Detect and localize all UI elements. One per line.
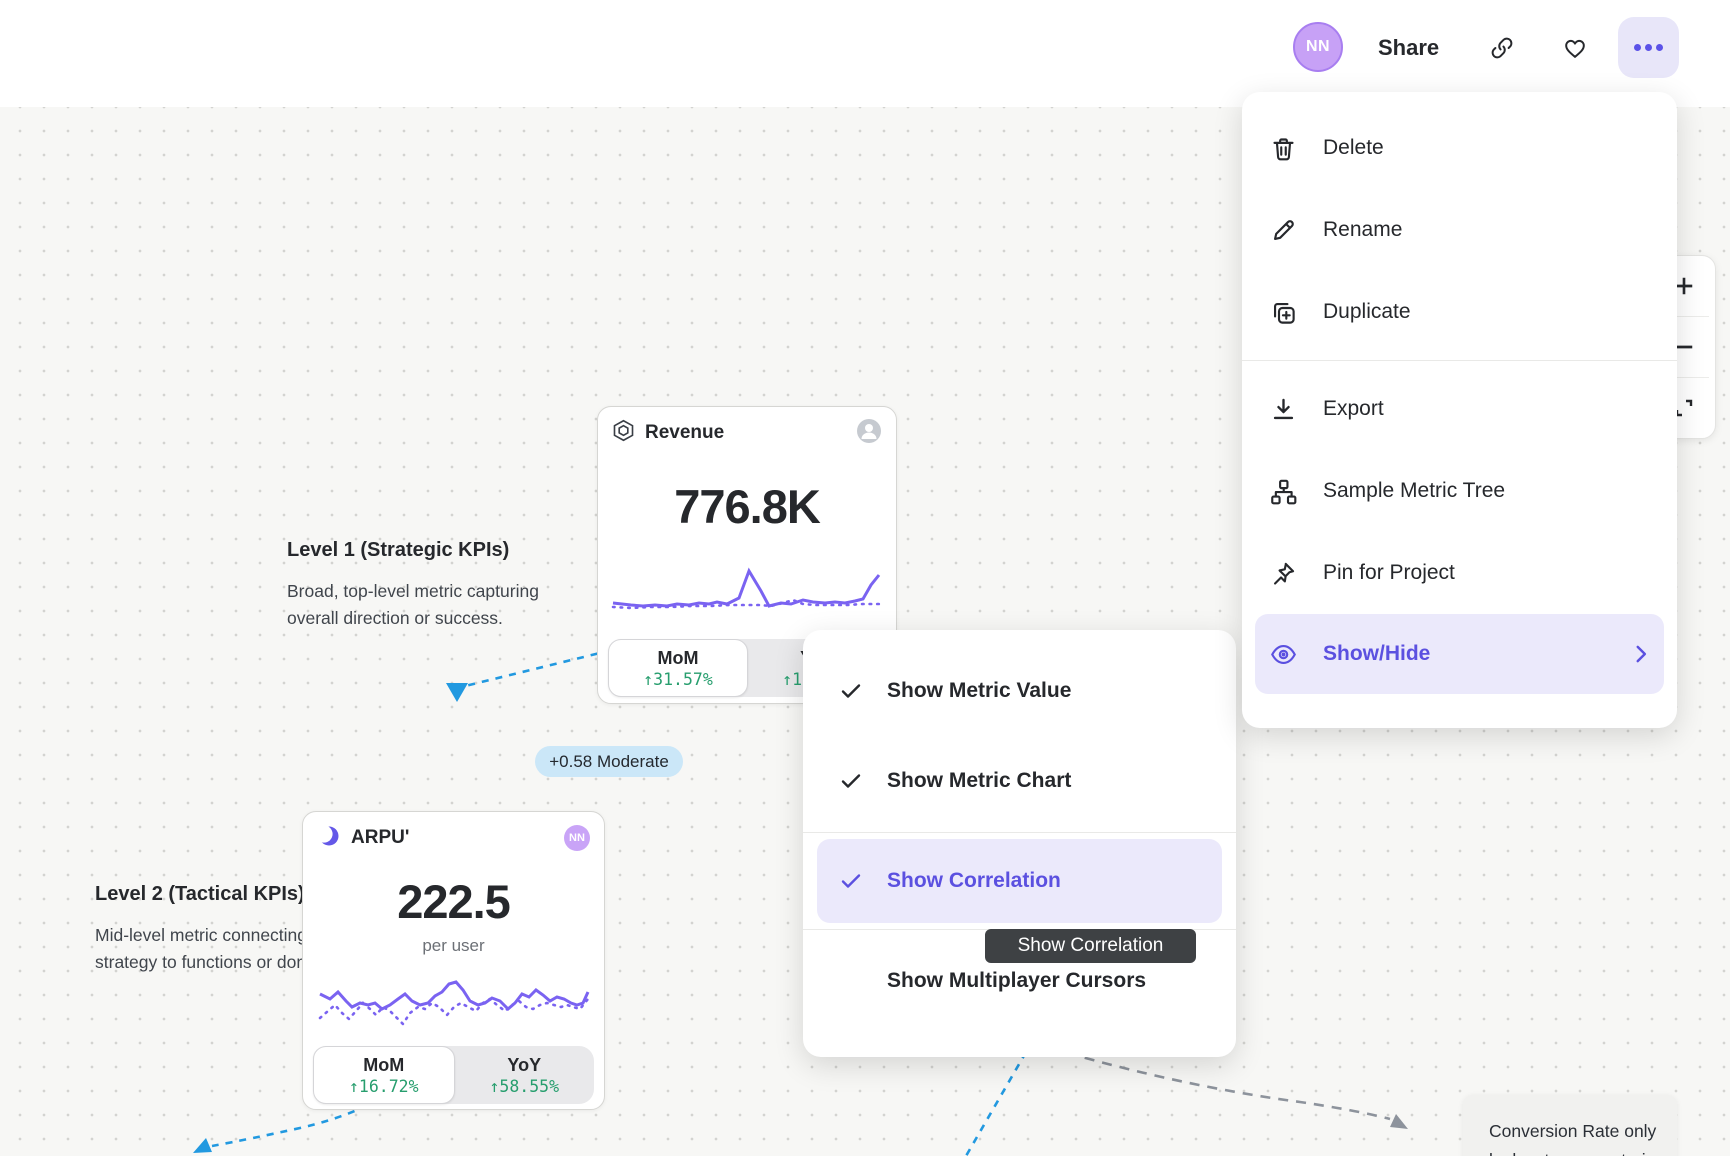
collaborator-avatar: NN [564,825,590,851]
submenu-item-label: Show Metric Chart [887,769,1072,792]
check-icon [839,769,865,793]
metric-card-arpu[interactable]: ARPU' NN 222.5 per user MoM ↑16.72% YoY … [302,811,605,1110]
menu-item-pin-for-project[interactable]: Pin for Project [1242,532,1677,614]
sparkline-chart [318,980,590,1027]
share-button[interactable]: Share [1372,31,1445,65]
sparkline-chart [611,567,881,610]
toggle-yoy-label: YoY [507,1054,542,1075]
menu-item-label: Delete [1323,136,1384,159]
menu-item-label: Sample Metric Tree [1323,479,1506,502]
metric-value: 776.8K [674,480,821,533]
submenu-item-show-metric-chart[interactable]: Show Metric Chart [803,736,1236,826]
menu-item-delete[interactable]: Delete [1242,107,1677,189]
toggle-yoy-value: ↑58.55% [489,1076,560,1096]
level-1-description: Broad, top-level metric capturing overal… [287,581,539,629]
menu-item-label: Rename [1323,218,1403,241]
period-toggle: MoM ↑16.72% YoY ↑58.55% [313,1046,594,1104]
submenu-item-show-correlation[interactable]: Show Correlation [817,839,1222,923]
card-title: Revenue [645,422,725,443]
chevron-right-icon [1636,645,1647,663]
download-icon [1273,398,1294,419]
tooltip: Show Correlation [985,929,1196,963]
submenu-item-label: Show Correlation [887,869,1061,892]
menu-item-label: Export [1323,397,1384,420]
card-title: ARPU' [351,827,410,848]
submenu-item-label: Show Metric Value [887,679,1072,702]
submenu-item-show-multiplayer-cursors[interactable]: Show Multiplayer Cursors [803,936,1236,1026]
toggle-mom[interactable]: MoM ↑31.57% [608,639,748,697]
check-icon [839,679,865,703]
submenu-item-label: Show Multiplayer Cursors [887,969,1147,992]
ellipsis-icon [1634,44,1641,51]
toggle-mom-label: MoM [657,647,699,668]
more-options-button[interactable] [1618,17,1679,78]
tree-icon [1271,479,1297,504]
toggle-yoy[interactable]: YoY ↑58.55% [455,1046,595,1104]
menu-item-label: Pin for Project [1323,561,1455,584]
heart-icon [1565,39,1585,58]
copy-link-button[interactable] [1484,31,1520,65]
duplicate-icon [1273,302,1295,324]
check-icon [839,869,865,893]
eye-icon [1271,644,1296,664]
menu-item-duplicate[interactable]: Duplicate [1242,271,1677,353]
toggle-mom[interactable]: MoM ↑16.72% [313,1046,455,1104]
submenu-item-show-metric-value[interactable]: Show Metric Value [803,646,1236,736]
menu-item-label: Duplicate [1323,300,1411,323]
menu-item-label: Show/Hide [1323,642,1431,665]
correlation-badge-revenue-arpu[interactable]: +0.58 Moderate [535,746,683,777]
menu-item-rename[interactable]: Rename [1242,189,1677,271]
level-1-annotation: Level 1 (Strategic KPIs) Broad, top-leve… [287,539,567,632]
favorite-button[interactable] [1557,31,1593,65]
canvas-note[interactable]: Conversion Rate only looks at users ente… [1463,1095,1677,1156]
pencil-icon [1273,219,1294,240]
metric-card-revenue[interactable]: Revenue 776.8K MoM ↑31.57% [597,406,897,704]
toggle-mom-value: ↑16.72% [348,1076,419,1096]
metric-value: 222.5 [397,875,511,928]
toggle-mom-value: ↑31.57% [643,669,713,689]
moon-metric-icon [315,824,341,853]
zoom-in-button[interactable] [1653,256,1715,316]
context-menu: Delete Rename Duplicate Export [1242,92,1677,728]
metric-unit: per user [422,936,485,955]
toggle-mom-label: MoM [363,1054,405,1075]
link-icon [1491,37,1513,59]
top-bar: NN Share [0,0,1730,107]
user-avatar[interactable]: NN [1293,22,1343,72]
level-1-title: Level 1 (Strategic KPIs) [287,539,510,561]
show-hide-submenu: Show Metric Value Show Metric Chart Show… [803,630,1236,1057]
fit-view-button[interactable] [1653,378,1715,438]
menu-divider [1242,360,1677,361]
pin-icon [1273,562,1295,585]
menu-item-export[interactable]: Export [1242,368,1677,450]
submenu-divider [803,832,1236,833]
hexagon-metric-icon [612,419,635,447]
zoom-out-button[interactable] [1653,317,1715,377]
level-2-title: Level 2 (Tactical KPIs) [95,883,305,905]
menu-item-show-hide[interactable]: Show/Hide [1255,614,1664,694]
trash-icon [1273,137,1294,160]
owner-avatar-icon [856,418,882,449]
menu-item-sample-metric-tree[interactable]: Sample Metric Tree [1242,450,1677,532]
